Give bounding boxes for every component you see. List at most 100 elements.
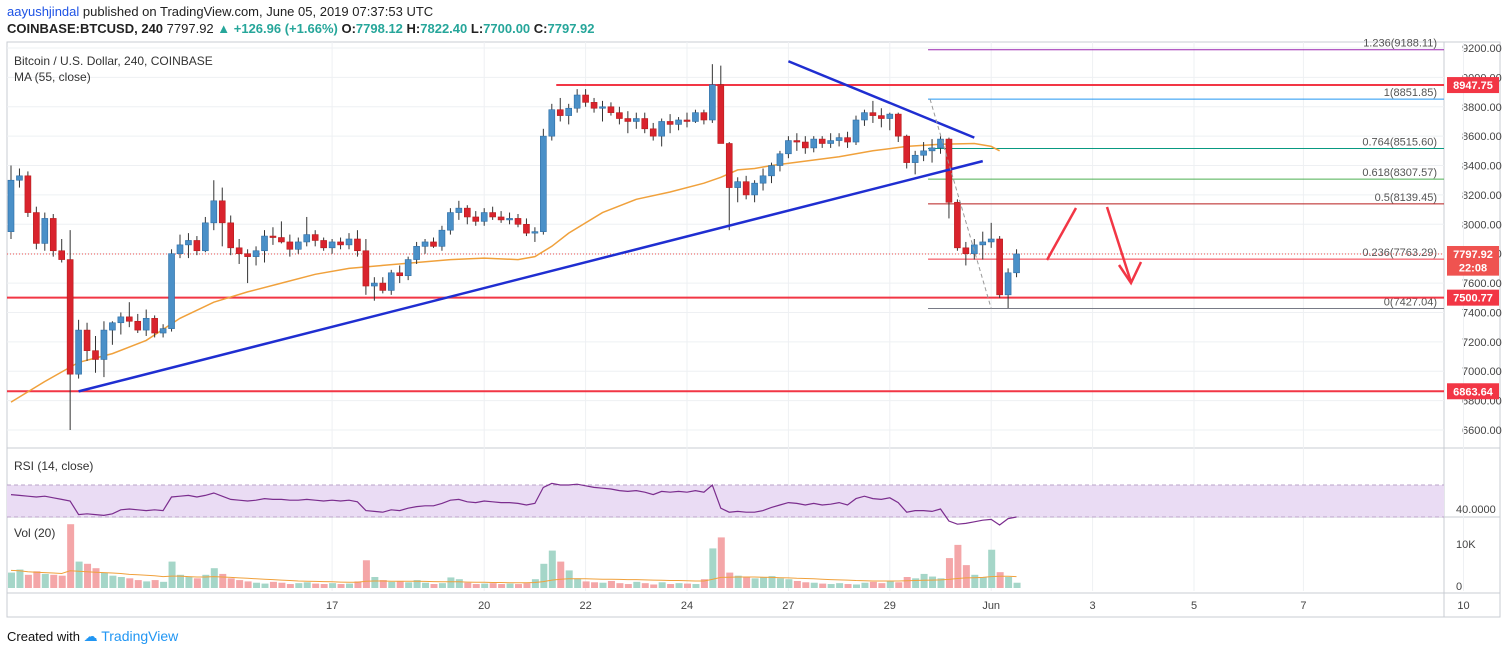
- volume-bar: [920, 573, 928, 588]
- bull-candle: [768, 165, 775, 177]
- volume-bar: [202, 574, 210, 588]
- time-tick-label: 5: [1191, 600, 1197, 612]
- trend-line: [78, 159, 984, 393]
- open-value: 7798.12: [355, 21, 403, 36]
- bear-candle: [379, 282, 387, 291]
- volume-bar: [33, 571, 41, 588]
- volume-bar: [591, 582, 599, 588]
- price-tick-label: 8800.00: [1462, 102, 1502, 114]
- bull-candle: [861, 112, 868, 121]
- volume-bar: [886, 581, 894, 588]
- level-price-tag-text: 6863.64: [1453, 386, 1494, 398]
- tradingview-brand[interactable]: TradingView: [101, 628, 179, 644]
- volume-bar: [709, 548, 717, 588]
- volume-bar: [692, 584, 700, 588]
- bear-candle: [472, 216, 480, 222]
- bull-candle: [294, 241, 302, 250]
- volume-zero-label: 0: [1456, 581, 1462, 593]
- bear-candle: [489, 212, 496, 218]
- created-with-label: Created with: [7, 629, 80, 644]
- volume-bar: [303, 582, 311, 588]
- volume-bar: [41, 573, 49, 588]
- bear-candle: [616, 112, 623, 119]
- price-tick-label: 7400.00: [1462, 307, 1502, 319]
- bear-candle: [996, 238, 1003, 296]
- volume-bar: [24, 574, 32, 588]
- bull-candle: [548, 109, 556, 137]
- bear-candle: [58, 250, 66, 260]
- volume-bar: [58, 575, 66, 588]
- volume-bar: [92, 568, 100, 588]
- price-label-tag: [1447, 259, 1499, 276]
- volume-bar: [844, 584, 852, 588]
- bear-candle: [869, 112, 877, 116]
- bear-candle: [311, 234, 319, 241]
- bear-candle: [818, 138, 826, 144]
- bull-candle: [632, 118, 640, 122]
- footer: Created with ☁ TradingView: [7, 628, 178, 645]
- bull-candle: [692, 112, 699, 122]
- bull-candle: [937, 138, 944, 149]
- moving-average-line: [10, 142, 1000, 403]
- bull-candle: [785, 140, 792, 155]
- volume-bar: [971, 574, 979, 588]
- volume-bar: [641, 583, 649, 588]
- price-tick-label: 9200.00: [1462, 43, 1502, 55]
- fib-level-label: 0.618(8307.57): [1362, 167, 1437, 179]
- bull-candle: [540, 135, 547, 232]
- bear-candle: [903, 135, 911, 163]
- time-tick-label: 24: [681, 600, 693, 612]
- volume-bar: [362, 560, 370, 588]
- bull-candle: [168, 253, 175, 329]
- volume-bar: [185, 577, 193, 588]
- volume-bar: [253, 582, 261, 588]
- bear-candle: [844, 137, 851, 143]
- fib-level-label: 0.764(8515.60): [1362, 137, 1437, 149]
- volume-bar: [438, 583, 446, 588]
- volume-bar: [599, 582, 607, 588]
- bull-candle: [303, 234, 311, 243]
- volume-bar: [337, 584, 345, 588]
- bull-candle: [185, 240, 192, 246]
- bear-candle: [49, 218, 57, 252]
- bear-candle: [269, 235, 277, 238]
- bull-candle: [387, 272, 395, 291]
- volume-label: Vol (20): [14, 526, 55, 540]
- volume-bar: [1013, 582, 1021, 588]
- bear-candle: [624, 118, 632, 122]
- bull-candle: [810, 138, 818, 149]
- level-price-tag: [1447, 77, 1499, 94]
- volume-bar: [210, 568, 218, 588]
- volume-bar: [937, 578, 945, 588]
- bear-candle: [244, 253, 251, 257]
- author-link[interactable]: aayushjindal: [7, 4, 80, 19]
- volume-bar: [269, 581, 277, 588]
- chart-title: Bitcoin / U.S. Dollar, 240, COINBASE: [14, 54, 213, 68]
- volume-bar: [312, 583, 320, 588]
- volume-bar: [100, 572, 108, 588]
- time-tick-label: 22: [579, 600, 591, 612]
- bear-candle: [641, 118, 649, 130]
- bull-candle: [261, 235, 268, 252]
- bear-candle: [227, 222, 234, 249]
- volume-bar: [633, 581, 641, 588]
- bear-candle: [725, 143, 733, 188]
- volume-bar: [413, 580, 421, 588]
- bear-candle: [24, 175, 32, 213]
- tradingview-logo-icon[interactable]: ☁: [83, 628, 98, 644]
- volume-bar: [531, 579, 539, 588]
- bull-candle: [455, 207, 463, 213]
- price-tick-label: 8200.00: [1462, 190, 1502, 202]
- price-tick-label: 7600.00: [1462, 278, 1502, 290]
- volume-bar: [117, 577, 125, 588]
- fib-level-label: 1(8851.85): [1384, 87, 1437, 99]
- volume-bar: [667, 584, 675, 588]
- bear-candle: [463, 207, 471, 218]
- volume-bar: [329, 583, 337, 588]
- volume-bar: [810, 582, 818, 588]
- volume-bar: [582, 581, 590, 588]
- volume-bar: [751, 578, 759, 588]
- volume-bar: [405, 582, 413, 588]
- bull-candle: [100, 329, 108, 360]
- volume-bar: [945, 558, 953, 588]
